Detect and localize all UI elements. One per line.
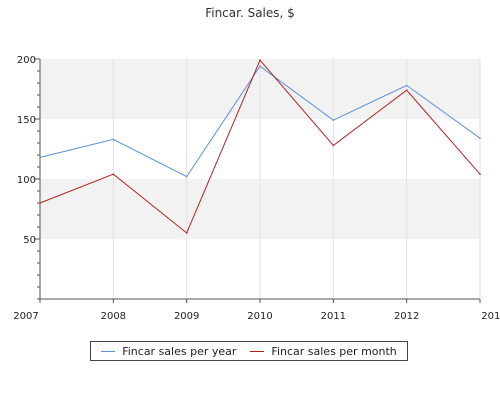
data-point-series-1 — [479, 173, 481, 175]
data-point-series-1 — [185, 232, 188, 234]
data-point-series-0 — [185, 175, 188, 178]
y-tick-label: 200 — [17, 55, 36, 66]
chart-legend: Fincar sales per year Fincar sales per m… — [90, 341, 408, 361]
data-point-series-1 — [39, 202, 41, 204]
x-tick-label: 2013 — [481, 311, 500, 322]
data-point-series-0 — [332, 119, 335, 121]
legend-item-series-1: Fincar sales per month — [250, 344, 397, 358]
data-point-series-1 — [332, 144, 335, 147]
x-tick-label: 2009 — [174, 311, 199, 322]
data-point-series-0 — [479, 137, 481, 139]
x-tick-label: 2010 — [247, 311, 272, 322]
y-tick-label: 100 — [17, 175, 36, 186]
data-point-series-1 — [405, 89, 408, 91]
data-point-series-0 — [259, 65, 261, 67]
x-tick-label: 2007 — [13, 311, 38, 322]
legend-swatch-series-1 — [250, 350, 265, 352]
x-tick-label: 2011 — [321, 311, 346, 322]
data-point-series-1 — [259, 59, 261, 61]
legend-label-series-1: Fincar sales per month — [271, 344, 397, 358]
y-tick-label: 50 — [23, 235, 36, 246]
y-tick-label: 150 — [17, 115, 36, 126]
legend-item-series-0: Fincar sales per year — [101, 345, 236, 358]
data-point-series-0 — [405, 84, 408, 87]
x-tick-label: 2008 — [101, 311, 126, 322]
data-point-series-0 — [112, 138, 115, 141]
legend-label-series-0: Fincar sales per year — [122, 344, 237, 358]
data-point-series-1 — [112, 173, 115, 175]
data-point-series-0 — [39, 156, 41, 159]
legend-swatch-series-0 — [101, 350, 116, 352]
x-tick-label: 2012 — [394, 311, 419, 322]
chart-title: Fincar. Sales, $ — [205, 6, 295, 20]
